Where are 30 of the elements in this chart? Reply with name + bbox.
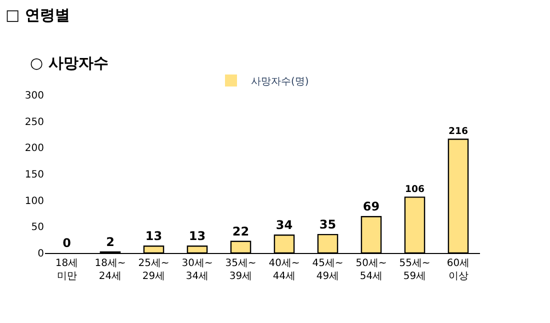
chart-title: □ 연령별 bbox=[6, 6, 70, 24]
x-tick-label: 45세~ 49세 bbox=[312, 258, 344, 282]
y-tick-label: 100 bbox=[24, 196, 44, 207]
x-tick-label: 60세 이상 bbox=[446, 258, 470, 282]
x-tick-label: 50세~ 54세 bbox=[356, 258, 387, 282]
data-label: 13 bbox=[145, 229, 162, 244]
data-label: 35 bbox=[319, 218, 336, 232]
y-tick-label: 150 bbox=[24, 170, 44, 180]
data-label: 216 bbox=[448, 126, 468, 137]
data-label: 34 bbox=[276, 218, 293, 232]
x-tick-label: 18세~ 24세 bbox=[94, 258, 126, 282]
data-label: 2 bbox=[106, 234, 114, 249]
data-label: 22 bbox=[232, 224, 250, 238]
chart-subtitle: ○ 사망자수 bbox=[30, 54, 108, 72]
x-tick-label: 35세~ 39세 bbox=[225, 258, 256, 282]
y-tick-label: 300 bbox=[24, 90, 44, 102]
x-tick-label: 30세~ 34세 bbox=[182, 258, 213, 282]
x-tick-label: 55세~ 59세 bbox=[399, 258, 430, 282]
legend-label: 사망자수(명) bbox=[251, 76, 309, 88]
y-tick-label: 50 bbox=[31, 222, 44, 234]
data-label: 13 bbox=[188, 229, 206, 244]
data-label: 69 bbox=[362, 200, 380, 214]
data-label: 0 bbox=[62, 236, 71, 250]
y-tick-label: 250 bbox=[24, 116, 44, 128]
y-tick-label: 200 bbox=[24, 143, 44, 154]
x-tick-label: 18세 미만 bbox=[55, 258, 78, 282]
x-tick-label: 40세~ 44세 bbox=[268, 258, 300, 282]
x-tick-label: 25세~ 29세 bbox=[138, 258, 170, 282]
data-label: 106 bbox=[404, 184, 425, 195]
y-tick-label: 0 bbox=[38, 248, 44, 260]
